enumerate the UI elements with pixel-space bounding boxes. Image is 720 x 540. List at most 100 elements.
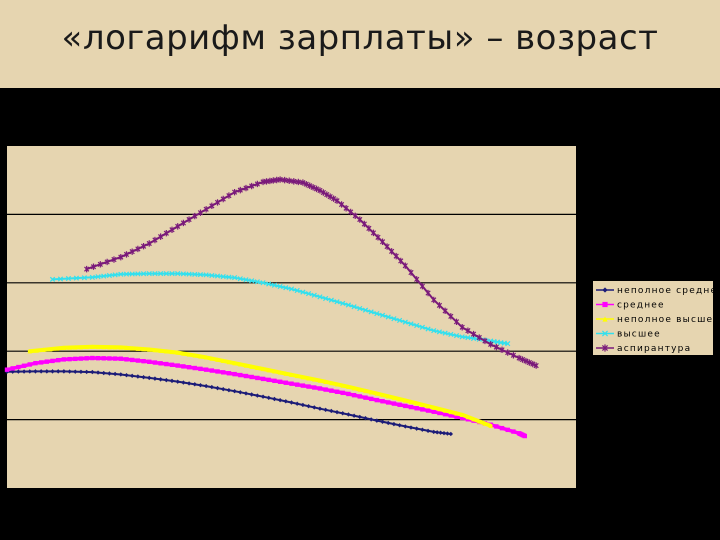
point-4-11-3 [370, 229, 377, 237]
point-1-3-2 [101, 356, 106, 361]
point-3-4-3 [192, 271, 198, 278]
point-2-5-0 [175, 350, 180, 355]
point-3-5-2 [214, 273, 221, 279]
point-4-8-1 [303, 180, 309, 188]
point-4-16-2 [499, 346, 505, 354]
point-4-17-1 [519, 356, 526, 363]
point-1-3-1 [95, 355, 101, 361]
point-0-12-4 [368, 417, 374, 422]
point-0-4-1 [124, 372, 129, 378]
point-3-5-4 [226, 274, 232, 280]
point-0-7-2 [215, 385, 220, 391]
point-4-17-3 [526, 359, 532, 366]
point-4-15-2 [470, 330, 477, 338]
point-3-8-2 [300, 289, 306, 295]
point-1-11-3 [334, 389, 340, 394]
point-2-12-4 [397, 396, 402, 402]
point-1-12-4 [368, 396, 374, 402]
point-4-5-0 [231, 188, 238, 196]
point-4-10-1 [338, 201, 345, 208]
point-4-14-3 [448, 313, 454, 320]
point-2-15-3 [477, 419, 482, 424]
point-3-7-2 [271, 282, 278, 288]
legend: неполное среднее среднее неполное высшее вы… [593, 281, 720, 355]
point-4-4-0 [203, 206, 209, 213]
point-4-11-0 [357, 216, 363, 223]
point-3-14-1 [465, 335, 471, 341]
point-3-5-3 [220, 273, 226, 280]
point-0-11-3 [334, 409, 340, 415]
point-2-6-0 [203, 355, 209, 360]
point-0-13-3 [391, 421, 397, 427]
legend-item-2: неполное высшее [596, 315, 719, 325]
point-0-4-0 [118, 372, 123, 377]
point-1-8-2 [243, 373, 249, 379]
point-1-0-0 [4, 367, 10, 372]
point-1-6-1 [181, 364, 186, 369]
point-3-10-4 [368, 309, 374, 315]
point-3-13-4 [453, 332, 460, 339]
point-3-13-2 [442, 330, 448, 336]
point-0-9-3 [277, 397, 283, 403]
point-4-4-1 [209, 202, 215, 210]
point-4-12-0 [379, 238, 386, 245]
point-4-5-1 [237, 186, 243, 194]
point-2-8-2 [272, 369, 277, 374]
point-4-18-0 [533, 362, 539, 369]
legend-marker-2 [602, 316, 608, 322]
point-4-14-2 [442, 307, 448, 315]
point-1-0-4 [27, 362, 32, 367]
point-3-8-4 [311, 292, 317, 298]
slide-title: «логарифм зарплаты» – возраст [61, 18, 659, 58]
point-1-3-4 [112, 356, 118, 361]
point-1-2-4 [84, 356, 89, 361]
point-3-1-4 [112, 272, 118, 278]
point-4-10-4 [352, 212, 358, 219]
point-0-12-3 [363, 415, 368, 421]
legend-item-4: аспирантура [596, 344, 690, 354]
point-2-10-2 [329, 380, 334, 386]
point-2-10-4 [340, 383, 345, 388]
point-1-1-2 [44, 359, 50, 364]
point-3-9-4 [340, 300, 346, 307]
point-2-7-4 [255, 365, 260, 371]
point-1-15-1 [437, 410, 442, 416]
point-1-10-4 [312, 385, 317, 390]
point-4-7-0 [277, 176, 283, 183]
point-2-1-3 [78, 344, 84, 350]
legend-marker-1 [602, 301, 608, 308]
point-2-1-2 [73, 345, 78, 350]
point-2-15-4 [482, 421, 488, 426]
point-0-10-1 [294, 401, 300, 406]
point-2-0-1 [34, 348, 39, 353]
point-2-6-1 [209, 356, 215, 361]
point-4-15-3 [476, 334, 482, 341]
point-3-13-0 [431, 328, 437, 334]
series-1 [4, 355, 527, 439]
point-1-7-0 [203, 367, 209, 372]
point-1-15-4 [454, 414, 459, 419]
point-2-5-1 [181, 351, 186, 356]
point-3-9-0 [317, 294, 323, 300]
point-1-12-2 [357, 394, 362, 399]
point-1-8-0 [232, 371, 237, 377]
point-0-15-4 [445, 431, 450, 436]
point-3-10-0 [345, 302, 352, 308]
point-2-0-2 [41, 347, 46, 353]
point-0-6-1 [181, 380, 186, 385]
point-3-14-0 [459, 334, 465, 340]
legend-marker-3 [601, 330, 609, 337]
point-4-10-2 [343, 205, 349, 212]
point-4-13-3 [419, 283, 425, 290]
point-1-11-4 [340, 390, 345, 396]
point-0-12-1 [351, 413, 357, 418]
point-3-2-2 [129, 271, 135, 277]
point-0-15-0 [431, 429, 436, 435]
point-0-13-1 [380, 419, 385, 424]
point-1-11-2 [329, 388, 334, 393]
point-0-4-4 [141, 374, 146, 380]
point-1-14-1 [408, 404, 414, 410]
point-4-7-1 [282, 176, 288, 184]
point-2-5-3 [192, 353, 197, 358]
point-4-11-4 [375, 234, 381, 241]
